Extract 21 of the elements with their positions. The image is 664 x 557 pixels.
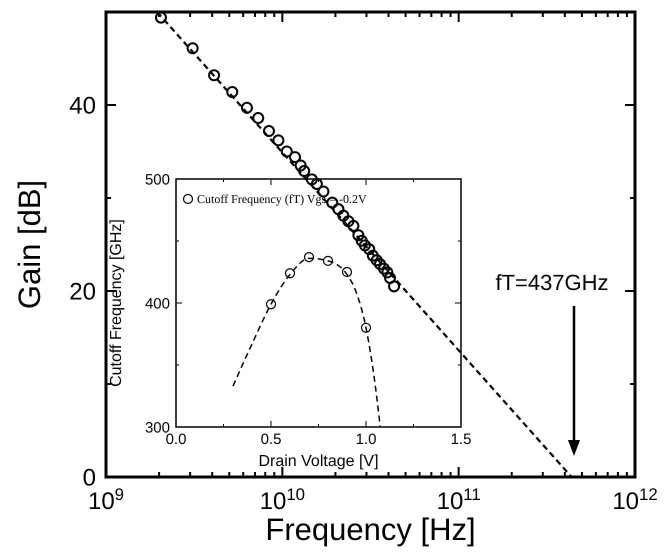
point	[360, 322, 372, 333]
annotation: fT=437GHz	[495, 270, 609, 295]
y-tick-label: 40	[69, 92, 96, 120]
y-axis-title: Cutoff Frequency [GHz]	[108, 219, 125, 387]
x-tick-label: 1.5	[450, 431, 472, 448]
point	[284, 268, 296, 278]
point	[304, 252, 314, 262]
y-tick-label: 500	[144, 171, 170, 188]
y-axis-title: Gain [dB]	[12, 180, 47, 310]
point	[342, 266, 352, 278]
point	[266, 299, 276, 310]
point	[322, 256, 334, 266]
x-axis-title: Drain Voltage [V]	[258, 453, 379, 470]
x-tick-label: 1.0	[356, 431, 376, 448]
x-axis-title: Frequency [Hz]	[265, 512, 476, 547]
x-tick-label: 10$^{12}$	[612, 484, 658, 515]
x-tick-label: 0.5	[260, 431, 282, 448]
x-tick-label: 10$^{10}$	[260, 484, 306, 515]
y-tick-label: 400	[144, 295, 170, 312]
y-tick-label: 20	[69, 278, 96, 306]
x-tick-label: 10$^{11}$	[436, 484, 481, 515]
